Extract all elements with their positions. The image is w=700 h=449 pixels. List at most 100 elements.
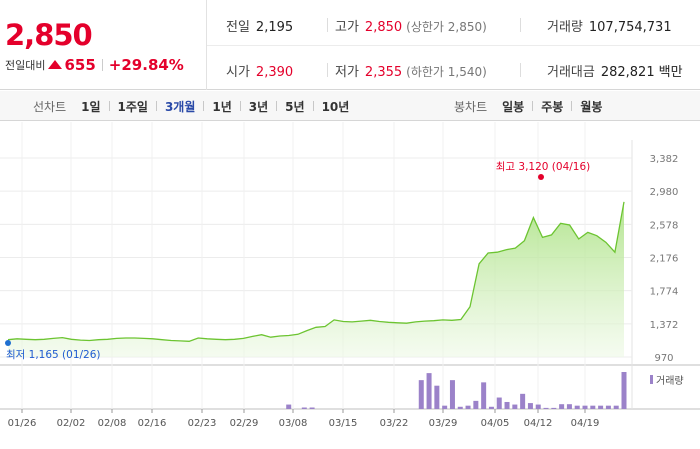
amount-label: 거래대금 (547, 65, 595, 80)
y-tick-label: 1,774 (650, 287, 679, 298)
x-tick-label: 04/05 (481, 418, 510, 429)
volume-value: 107,754,731 (588, 20, 672, 35)
volume-legend: 거래량 (656, 375, 684, 387)
volume-bar (481, 382, 487, 409)
low-label: 저가 (335, 65, 359, 80)
low-annotation: 최저 1,165 (01/26) (6, 349, 101, 361)
candle-tab-1[interactable]: 주봉 (541, 99, 564, 114)
tab-divider (155, 101, 157, 111)
diff-rate: +29.84% (108, 56, 184, 74)
open-label: 시가 (226, 65, 250, 80)
high-value: 2,850 (364, 20, 403, 35)
volume-bar (512, 404, 518, 409)
low-value: 2,355 (364, 65, 403, 80)
volume-bar (426, 373, 432, 409)
line-tab-1[interactable]: 1주일 (117, 99, 148, 114)
volume-bar (449, 380, 455, 409)
volume-bar (473, 400, 479, 409)
volume-bar (574, 405, 580, 409)
price-chart: 3,382 2,980 2,578 2,176 1,774 1,372 970 01/26 02… (0, 122, 700, 445)
volume-bar (559, 404, 565, 409)
line-tab-2[interactable]: 3개월 (164, 99, 196, 114)
volume-bar (442, 405, 448, 409)
volume-bar (613, 405, 619, 409)
x-tick-label: 02/08 (98, 418, 127, 429)
x-tick-label: 04/19 (571, 418, 600, 429)
divider (327, 63, 328, 77)
x-tick-label: 02/02 (57, 418, 86, 429)
y-tick-label: 2,980 (650, 187, 679, 198)
tab-divider (532, 101, 534, 111)
low-price: 저가 2,355 (하한가 1,540) (335, 61, 487, 80)
line-tab-5[interactable]: 5년 (285, 99, 305, 114)
line-tab-3[interactable]: 1년 (212, 99, 232, 114)
volume-label: 거래량 (547, 20, 583, 35)
x-tick-label: 03/22 (380, 418, 409, 429)
quote-header: 2,850 전일대비 655 +29.84% 전일 2,195 고가 2,850… (0, 0, 700, 90)
line-chart-label: 선차트 (33, 99, 67, 114)
candle-chart-label: 봉차트 (454, 99, 488, 114)
amount-value: 282,821 (600, 65, 655, 80)
x-tick-label: 02/29 (230, 418, 259, 429)
up-arrow-icon (48, 60, 63, 69)
volume-bar (566, 404, 572, 409)
candle-tab-2[interactable]: 월봉 (580, 99, 603, 114)
candle-tab-0[interactable]: 일봉 (502, 99, 525, 114)
volume-bar (504, 401, 510, 409)
lower-limit: (하한가 1,540) (406, 65, 487, 79)
line-tab-4[interactable]: 3년 (248, 99, 269, 114)
x-tick-label: 04/12 (524, 418, 553, 429)
volume-bar (543, 407, 549, 409)
line-chart-tabs: 선차트 1일 1주일 3개월 1년 3년 5년 10년 (33, 91, 352, 121)
trade-amount: 거래대금 282,821 백만 (547, 61, 683, 80)
candle-chart-tabs: 봉차트 일봉 주봉 월봉 (454, 91, 605, 121)
volume-bar (551, 407, 557, 409)
x-tick-label: 03/08 (279, 418, 308, 429)
prev-close: 전일 2,195 (226, 16, 293, 35)
current-price-box: 2,850 전일대비 655 +29.84% (0, 0, 207, 90)
volume-bar (496, 397, 502, 409)
upper-limit: (상한가 2,850) (406, 20, 487, 34)
x-tick-label: 03/15 (329, 418, 358, 429)
y-tick-label: 3,382 (650, 154, 679, 165)
current-price: 2,850 (5, 18, 93, 52)
volume: 거래량 107,754,731 (547, 16, 672, 35)
volume-bar (457, 406, 463, 409)
volume-bar (605, 405, 611, 409)
volume-legend-swatch (650, 375, 653, 384)
volume-bar (465, 405, 471, 409)
row-divider (207, 45, 700, 46)
volume-bar (527, 403, 533, 409)
line-tab-0[interactable]: 1일 (81, 99, 101, 114)
high-label: 고가 (335, 20, 359, 35)
prev-close-value: 2,195 (255, 20, 294, 35)
divider (327, 18, 328, 32)
volume-bar (590, 405, 596, 409)
price-chart-svg: 3,382 2,980 2,578 2,176 1,774 1,372 970 01/26 02… (0, 122, 700, 429)
volume-bar (488, 406, 494, 409)
tab-divider (312, 101, 314, 111)
tab-divider (203, 101, 205, 111)
price-change-row: 전일대비 655 +29.84% (5, 56, 184, 74)
x-tick-label: 02/23 (188, 418, 217, 429)
chart-period-tabs: 선차트 1일 1주일 3개월 1년 3년 5년 10년 봉차트 일봉 주봉 월봉 (0, 91, 700, 121)
diff-label: 전일대비 (5, 59, 46, 72)
diff-value: 655 (64, 56, 96, 74)
volume-bar (582, 405, 588, 409)
open-value: 2,390 (255, 65, 294, 80)
tab-divider (239, 101, 241, 111)
volume-bar (309, 407, 315, 409)
low-marker (5, 340, 11, 346)
volume-bar (621, 372, 627, 409)
volume-bar (520, 393, 526, 409)
line-tab-6[interactable]: 10년 (321, 99, 350, 114)
divider (520, 18, 521, 32)
high-price: 고가 2,850 (상한가 2,850) (335, 16, 487, 35)
y-tick-label: 2,176 (650, 254, 679, 265)
open-price: 시가 2,390 (226, 61, 293, 80)
x-tick-label: 01/26 (8, 418, 37, 429)
x-tick-label: 02/16 (138, 418, 167, 429)
volume-bar (418, 380, 424, 409)
volume-bar (434, 385, 440, 409)
divider (520, 63, 521, 77)
